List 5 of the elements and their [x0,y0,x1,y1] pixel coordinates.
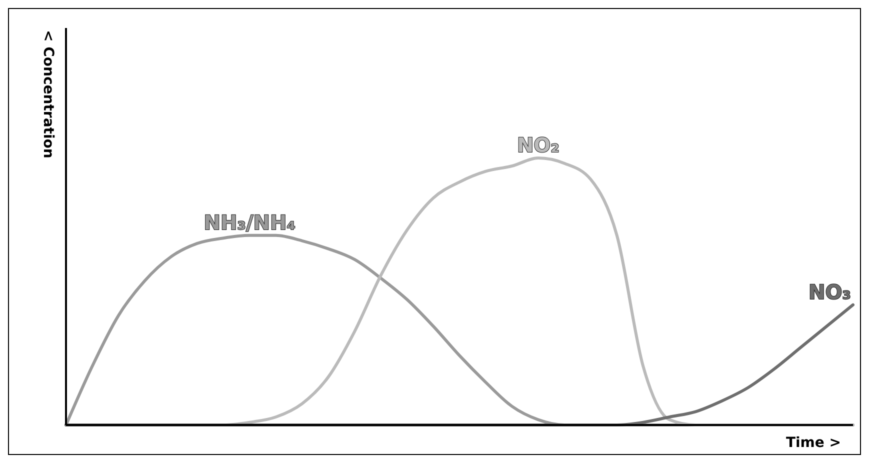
series-label: NO₂ [516,133,560,157]
series-label: NO₃ [808,280,851,304]
x-axis-title: Time > [786,435,841,451]
series-label: NH₃/NH₄ [204,210,296,234]
y-axis-title: < Concentration [40,30,56,158]
